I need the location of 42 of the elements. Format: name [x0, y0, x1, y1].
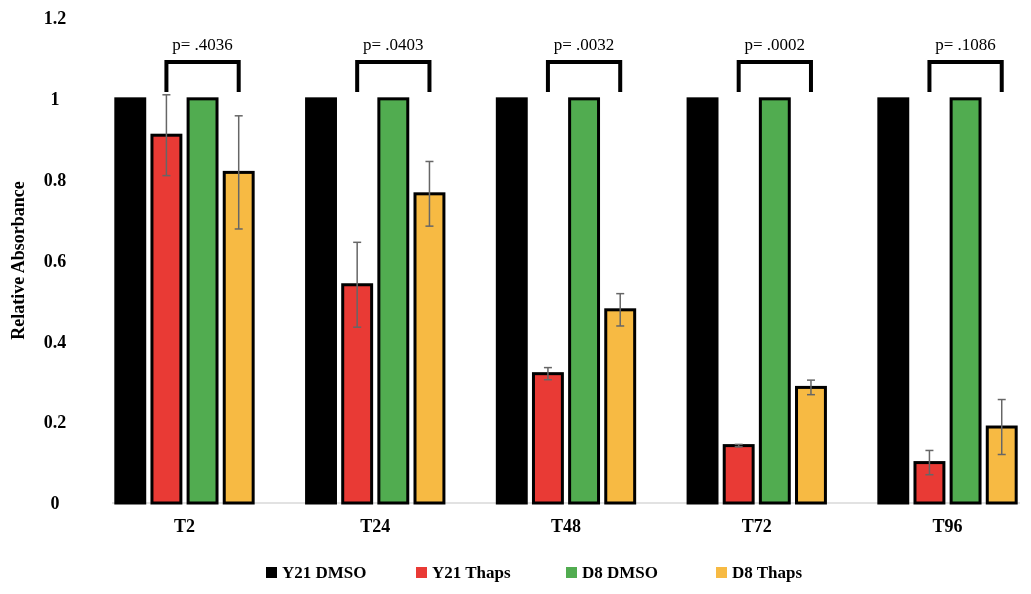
y-tick-label: 1.2	[43, 8, 67, 29]
bar	[722, 444, 755, 505]
y-axis-title: Relative Absorbance	[8, 181, 28, 340]
y-tick-label: 0	[50, 493, 60, 514]
annotation: p= .0032	[553, 35, 615, 54]
legend-label: Y21 Thaps	[432, 563, 511, 582]
bar	[604, 308, 637, 505]
legend-label: D8 Thaps	[732, 563, 803, 582]
y-tick-label: 0.2	[43, 412, 67, 433]
y-tick-label: 0.4	[43, 331, 67, 352]
bar	[341, 283, 374, 505]
bar	[531, 372, 564, 505]
bar	[686, 97, 719, 505]
bar	[186, 97, 219, 505]
bar	[495, 97, 528, 505]
x-tick-label: T24	[360, 516, 391, 536]
annotation: p= .0002	[744, 35, 806, 54]
bar	[568, 97, 601, 505]
bar	[150, 133, 183, 505]
bar	[114, 97, 147, 505]
legend-label: D8 DMSO	[582, 563, 659, 582]
bar	[413, 192, 446, 505]
bar	[377, 97, 410, 505]
legend-label: Y21 DMSO	[282, 563, 367, 582]
annotation: p= .0403	[363, 35, 424, 54]
x-tick-label: T96	[932, 516, 963, 536]
annotation: p= .4036	[172, 35, 233, 54]
y-tick-label: 0.8	[43, 169, 67, 190]
y-tick-label: 0.6	[43, 250, 67, 271]
bar	[913, 461, 946, 505]
bar	[305, 97, 337, 505]
bar	[949, 97, 982, 505]
bar	[758, 97, 791, 505]
bar	[795, 385, 827, 505]
annotation: p= .1086	[935, 35, 996, 54]
x-tick-label: T48	[550, 516, 582, 536]
bar	[877, 97, 910, 505]
bar	[985, 425, 1018, 505]
x-tick-label: T72	[741, 516, 772, 536]
x-tick-label: T2	[173, 516, 195, 536]
bar	[222, 170, 255, 505]
y-tick-label: 1	[50, 89, 60, 110]
